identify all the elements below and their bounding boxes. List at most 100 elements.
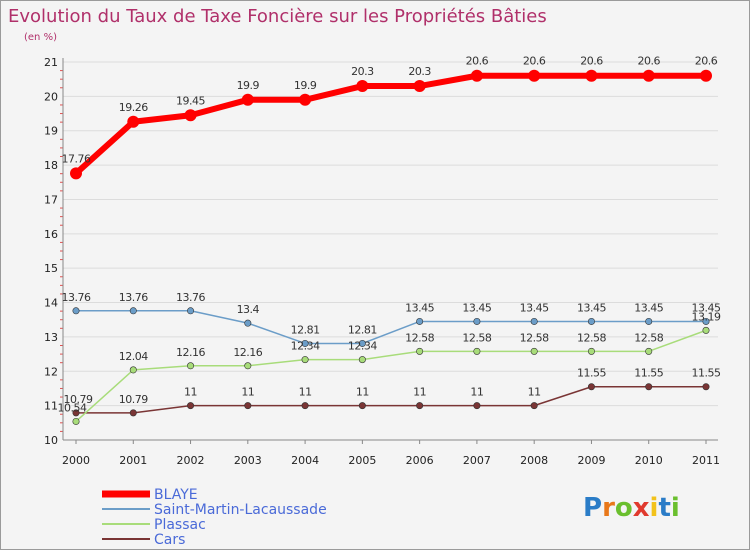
- data-label-blaye: 19.9: [237, 79, 260, 92]
- data-point-plassac: [72, 417, 80, 425]
- data-point-blaye: [585, 69, 598, 82]
- series-line-cars: [76, 385, 706, 414]
- y-tick-label: 20: [44, 90, 58, 103]
- x-tick-label: 2005: [348, 454, 376, 467]
- data-label-blaye: 20.3: [351, 65, 374, 78]
- data-label-saint-martin-lacaussade: 13.76: [62, 291, 91, 304]
- data-label-cars: 11.55: [577, 367, 606, 380]
- y-tick-label: 13: [44, 331, 58, 344]
- data-label-plassac: 12.34: [291, 340, 320, 353]
- data-point-saint-martin-lacaussade: [702, 317, 710, 325]
- data-label-saint-martin-lacaussade: 13.45: [405, 301, 434, 314]
- data-point-plassac: [187, 362, 195, 370]
- data-label-plassac: 12.58: [462, 331, 491, 344]
- data-label-cars: 11: [528, 386, 541, 399]
- data-point-plassac: [416, 347, 424, 355]
- data-point-cars: [72, 409, 80, 417]
- data-label-plassac: 12.58: [634, 331, 663, 344]
- series-line-plassac: [75, 329, 707, 423]
- data-label-plassac: 12.34: [348, 340, 377, 353]
- data-point-blaye: [700, 69, 712, 82]
- data-point-blaye: [356, 80, 369, 93]
- y-tick-label: 12: [44, 365, 58, 378]
- data-point-cars: [301, 402, 309, 410]
- data-label-plassac: 13.19: [692, 310, 721, 323]
- data-point-blaye: [413, 80, 426, 93]
- data-point-saint-martin-lacaussade: [129, 307, 137, 315]
- data-label-cars: 11: [184, 386, 197, 399]
- data-point-plassac: [473, 347, 481, 355]
- x-tick-label: 2001: [119, 454, 147, 467]
- data-point-saint-martin-lacaussade: [187, 307, 195, 315]
- data-point-saint-martin-lacaussade: [358, 339, 366, 347]
- data-point-saint-martin-lacaussade: [301, 339, 309, 347]
- data-point-blaye: [642, 69, 655, 82]
- data-label-cars: 11.55: [634, 367, 663, 380]
- data-point-blaye: [70, 167, 82, 180]
- x-tick-label: 2003: [234, 454, 262, 467]
- data-label-cars: 11: [356, 386, 369, 399]
- chart-subtitle: (en %): [24, 32, 57, 43]
- data-label-blaye: 20.6: [695, 55, 718, 68]
- chart-title: Evolution du Taux de Taxe Foncière sur l…: [8, 6, 547, 27]
- proxiti-logo: Proxiti: [583, 493, 680, 523]
- data-label-blaye: 20.6: [466, 55, 489, 68]
- data-label-cars: 11: [299, 386, 312, 399]
- data-point-blaye: [528, 69, 541, 82]
- data-point-cars: [358, 402, 366, 410]
- data-point-blaye: [299, 93, 312, 106]
- data-point-cars: [129, 409, 137, 417]
- data-point-blaye: [241, 93, 254, 106]
- data-point-cars: [587, 383, 595, 391]
- data-point-cars: [416, 402, 424, 410]
- y-tick-label: 17: [44, 193, 58, 206]
- data-point-saint-martin-lacaussade: [416, 317, 424, 325]
- data-point-plassac: [358, 356, 366, 364]
- x-tick-label: 2010: [635, 454, 663, 467]
- data-label-plassac: 12.58: [577, 331, 606, 344]
- data-point-saint-martin-lacaussade: [473, 317, 481, 325]
- legend-label-blaye: BLAYE: [154, 487, 198, 503]
- series-layer: 17.76 19.26 19.45 19.9 19.9 20.3 20.3 20.6 20.6 2…: [58, 55, 721, 425]
- x-tick-label: 2002: [177, 454, 205, 467]
- y-tick-label: 14: [44, 297, 58, 310]
- x-tick-label: 2011: [692, 454, 720, 467]
- x-tick-label: 2007: [463, 454, 491, 467]
- data-label-cars: 10.79: [64, 393, 93, 406]
- legend-label-plassac: Plassac: [154, 517, 206, 533]
- data-point-saint-martin-lacaussade: [587, 317, 595, 325]
- data-point-cars: [244, 402, 252, 410]
- data-point-cars: [702, 383, 710, 391]
- data-point-blaye: [127, 115, 140, 128]
- data-label-plassac: 10.54: [58, 401, 87, 414]
- data-label-blaye: 20.6: [523, 55, 546, 68]
- data-label-plassac: 12.16: [233, 346, 262, 359]
- data-label-plassac: 12.58: [405, 331, 434, 344]
- data-label-saint-martin-lacaussade: 13.4: [237, 303, 260, 316]
- data-point-cars: [187, 402, 195, 410]
- y-tick-label: 16: [44, 228, 58, 241]
- data-label-cars: 11.55: [692, 367, 721, 380]
- y-tick-label: 10: [44, 434, 58, 447]
- data-label-plassac: 12.58: [520, 331, 549, 344]
- data-point-plassac: [702, 326, 710, 334]
- data-label-cars: 11: [470, 386, 483, 399]
- data-label-blaye: 19.9: [294, 79, 317, 92]
- series-line-saint-martin-lacaussade: [76, 310, 706, 345]
- data-label-plassac: 12.04: [119, 350, 148, 363]
- data-point-plassac: [530, 347, 538, 355]
- y-tick-label: 21: [44, 56, 58, 69]
- data-point-cars: [473, 402, 481, 410]
- data-point-cars: [645, 383, 653, 391]
- y-tick-label: 11: [44, 400, 58, 413]
- data-point-cars: [530, 402, 538, 410]
- data-label-saint-martin-lacaussade: 13.45: [692, 301, 721, 314]
- data-point-saint-martin-lacaussade: [244, 319, 252, 327]
- axes: 10 11 12 13 14 15 16 17 18 19 20 21 2000 2001 2002 2003…: [44, 56, 720, 467]
- data-point-saint-martin-lacaussade: [645, 317, 653, 325]
- data-label-saint-martin-lacaussade: 13.76: [176, 291, 205, 304]
- data-point-saint-martin-lacaussade: [72, 307, 80, 315]
- data-label-saint-martin-lacaussade: 12.81: [348, 323, 377, 336]
